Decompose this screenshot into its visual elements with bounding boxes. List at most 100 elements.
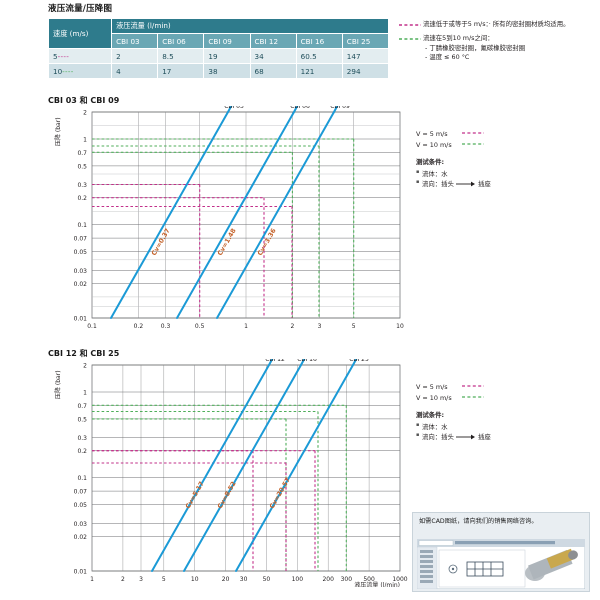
- legend-direction-to: 插座: [478, 180, 491, 189]
- ytick-label: 0.1: [77, 475, 87, 482]
- cell-value: 4: [111, 63, 159, 79]
- chart-2: Cv=5.17 Cv=8.52 Cv=20.57 2 1 0.7 0.5 0.3…: [48, 359, 408, 587]
- ytick-label: 0.07: [74, 236, 88, 243]
- ytick-label: 0.7: [77, 150, 87, 157]
- xtick-label: 3: [318, 323, 322, 330]
- cell-value: 38: [203, 63, 251, 79]
- xtick-label: 5: [162, 576, 166, 583]
- legend-v5-label: V = 5 m/s: [416, 383, 448, 391]
- ytick-label: 0.1: [77, 222, 87, 229]
- legend-direction-from: 插头: [441, 433, 454, 442]
- speed-value: 10: [53, 66, 63, 76]
- xtick-label: 2: [290, 323, 294, 330]
- speed-dash-marker: - - - -: [62, 66, 73, 76]
- xtick-label: 1: [90, 576, 94, 583]
- cad-screenshot-thumbnail: [417, 539, 585, 589]
- header-model-cbi16: CBI 16: [295, 33, 343, 49]
- seal-material-legend: 流速低于或等于5 m/s：· 所有的密封圈材质均适用。 流速在5到10 m/s之…: [399, 20, 599, 67]
- xtick-label: 20: [222, 576, 230, 583]
- xtick-label: 200: [322, 576, 334, 583]
- xtick-label: 0.1: [87, 323, 97, 330]
- xtick-label: 300: [341, 576, 353, 583]
- ytick-label: 0.3: [77, 182, 87, 189]
- legend-entry-10ms: 流速在5到10 m/s之间： - 丁腈橡胶密封圈，氟碳橡胶密封圈 - 温度 ≤ …: [399, 34, 599, 62]
- header-model-cbi06: CBI 06: [157, 33, 205, 49]
- header-model-cbi25: CBI 25: [341, 33, 390, 49]
- legend-subtext-temp: - 温度 ≤ 60 °C: [425, 52, 470, 61]
- series-top-label-cbi25: CBI 25: [349, 359, 369, 363]
- chart-2-ylabel: 压降 (bar): [54, 370, 62, 399]
- legend-v10-row: V = 10 m/s: [416, 141, 586, 151]
- header-model-cbi09: CBI 09: [203, 33, 251, 49]
- green-dash-icon: [462, 141, 484, 151]
- chart-1-legend: V = 5 m/s V = 10 m/s 测试条件: 流体：水 流向：插头 插座: [416, 130, 586, 191]
- ytick-label: 1: [83, 137, 87, 144]
- xtick-label: 10: [396, 323, 404, 330]
- cell-value: 60.5: [295, 48, 343, 64]
- ytick-label: 0.03: [74, 268, 88, 275]
- cad-info-panel[interactable]: 如需CAD图纸，请向我们的销售网络咨询。: [412, 512, 590, 592]
- series-top-label-cbi03: CBI 03: [224, 106, 244, 110]
- legend-subtext-seals: - 丁腈橡胶密封圈，氟碳橡胶密封圈: [425, 43, 526, 52]
- ytick-label: 1: [83, 390, 87, 397]
- ytick-label: 0.01: [74, 569, 88, 576]
- xtick-label: 50: [263, 576, 271, 583]
- legend-v5-row: V = 5 m/s: [416, 383, 586, 393]
- series-top-label-cbi06: CBI 06: [290, 106, 310, 110]
- cell-value: 147: [341, 48, 390, 64]
- chart-2-xlabel: 液压流量 (l/min): [354, 581, 400, 587]
- pink-dash-icon: [462, 383, 484, 393]
- xtick-label: 0.5: [195, 323, 205, 330]
- header-model-cbi03: CBI 03: [111, 33, 159, 49]
- series-top-label-cbi16: CBI 16: [297, 359, 317, 363]
- series-top-label-cbi12: CBI 12: [265, 359, 285, 363]
- legend-conditions-title: 测试条件:: [416, 411, 445, 420]
- xtick-label: 2: [121, 576, 125, 583]
- chart-2-title: CBI 12 和 CBI 25: [48, 349, 120, 358]
- green-dash-icon: [399, 34, 423, 62]
- table-row: 5- - - - 2 8.5 19 34 60.5 147: [47, 48, 390, 64]
- ytick-label: 0.5: [77, 416, 87, 423]
- ytick-label: 0.3: [77, 435, 87, 442]
- flow-rate-table: 速度 (m/s) 液压流量 (l/min) CBI 03 CBI 06 CBI …: [47, 18, 390, 79]
- xtick-label: 3: [139, 576, 143, 583]
- xtick-label: 10: [191, 576, 199, 583]
- ytick-label: 0.2: [77, 195, 87, 202]
- legend-direction: 流向：插头 插座: [416, 432, 586, 443]
- header-model-cbi12: CBI 12: [249, 33, 297, 49]
- legend-fluid: 流体：水: [416, 169, 586, 180]
- cell-value: 294: [341, 63, 390, 79]
- xtick-label: 1: [244, 323, 248, 330]
- ytick-label: 0.02: [74, 534, 88, 541]
- chart-2-legend: V = 5 m/s V = 10 m/s 测试条件: 流体：水 流向：插头 插座: [416, 383, 586, 444]
- pink-dash-icon: [399, 20, 423, 29]
- xtick-label: 500: [363, 576, 375, 583]
- legend-v5-row: V = 5 m/s: [416, 130, 586, 140]
- chart-1: Cv=0.37 Cv=1.48 Cv=3.36 2 1 0.7 0.5 0.3 …: [48, 106, 408, 334]
- xtick-label: 5: [352, 323, 356, 330]
- table-row: 10- - - - 4 17 38 68 121 294: [47, 63, 390, 79]
- xtick-label: 0.3: [161, 323, 171, 330]
- cell-speed-10: 10- - - -: [47, 63, 113, 79]
- chart-1-title: CBI 03 和 CBI 09: [48, 96, 120, 105]
- cell-value: 19: [203, 48, 251, 64]
- xtick-label: 30: [240, 576, 248, 583]
- ytick-label: 0.5: [77, 163, 87, 170]
- chart-1-svg: Cv=0.37 Cv=1.48 Cv=3.36 2 1 0.7 0.5 0.3 …: [54, 106, 404, 330]
- legend-entry-5ms: 流速低于或等于5 m/s：· 所有的密封圈材质均适用。: [399, 20, 599, 29]
- cell-value: 34: [249, 48, 297, 64]
- arrow-icon: [456, 180, 478, 188]
- ytick-label: 2: [83, 363, 87, 370]
- ytick-label: 0.03: [74, 521, 88, 528]
- legend-v10-label: V = 10 m/s: [416, 393, 452, 402]
- green-dash-icon: [462, 394, 484, 404]
- cad-panel-text: 如需CAD图纸，请向我们的销售网络咨询。: [419, 518, 538, 525]
- ytick-label: 0.02: [74, 281, 88, 288]
- ytick-label: 2: [83, 110, 87, 117]
- cell-speed-5: 5- - - -: [47, 48, 113, 64]
- chart-2-svg: Cv=5.17 Cv=8.52 Cv=20.57 2 1 0.7 0.5 0.3…: [54, 359, 408, 587]
- ytick-label: 0.07: [74, 489, 88, 496]
- xtick-label: 0.2: [134, 323, 144, 330]
- page-title: 液压流量/压降图: [48, 4, 113, 14]
